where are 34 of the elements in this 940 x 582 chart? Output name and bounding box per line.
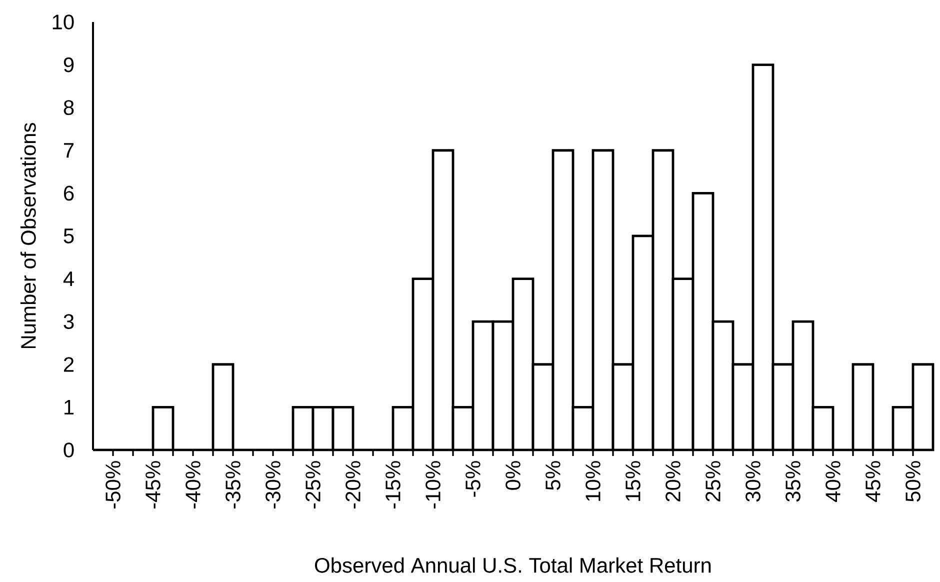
- x-tick-label: 5%: [546, 461, 560, 490]
- x-tick-label: 15%: [626, 461, 640, 501]
- y-tick-label: 0: [64, 442, 74, 458]
- y-tick-label: 6: [64, 186, 74, 201]
- x-tick-label: 40%: [826, 461, 840, 502]
- x-tick-label: -45%: [146, 461, 160, 508]
- x-tick-label: -15%: [386, 461, 400, 508]
- y-axis-title: Number of Observations: [20, 123, 36, 348]
- x-tick-label: 25%: [706, 461, 720, 502]
- x-tick-label: 10%: [586, 461, 600, 501]
- x-tick-label: -40%: [186, 461, 200, 508]
- y-tick-label: 10: [52, 14, 74, 30]
- x-tick-label: 0%: [506, 461, 520, 490]
- x-tick-label: -5%: [466, 461, 480, 497]
- x-tick-label: 30%: [746, 461, 760, 502]
- y-tick-label: 7: [64, 143, 74, 158]
- y-tick-label: 1: [64, 400, 74, 414]
- x-tick-label: 35%: [786, 461, 800, 502]
- x-tick-label: -35%: [226, 461, 240, 508]
- x-tick-label: 50%: [906, 461, 920, 502]
- y-tick-label: 9: [64, 57, 74, 72]
- x-tick-label: -20%: [346, 461, 360, 508]
- x-tick-label: -25%: [306, 461, 320, 508]
- y-tick-label: 2: [64, 357, 74, 372]
- x-tick-label: 45%: [866, 461, 880, 502]
- y-tick-label: 4: [63, 272, 74, 286]
- x-tick-label: 20%: [666, 461, 680, 502]
- y-tick-label: 5: [64, 228, 74, 244]
- y-tick-label: 8: [64, 100, 74, 116]
- x-tick-label: -30%: [266, 461, 280, 508]
- x-axis-title: Observed Annual U.S. Total Market Return: [315, 557, 711, 573]
- x-tick-label: -50%: [106, 461, 120, 508]
- y-tick-label: 3: [64, 314, 74, 330]
- x-tick-label: -10%: [426, 461, 440, 508]
